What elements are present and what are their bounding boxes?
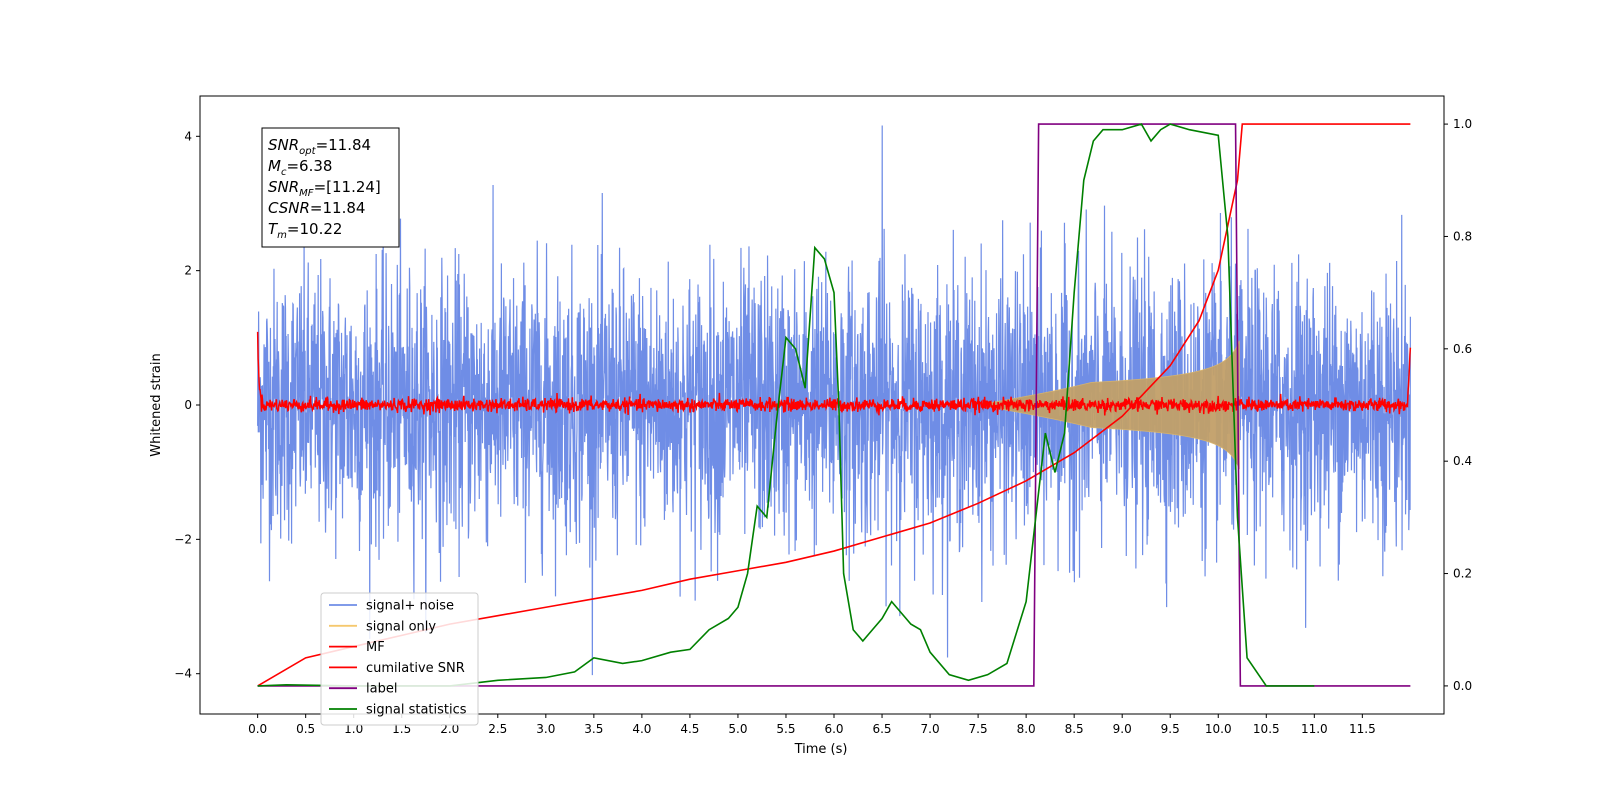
x-tick-label: 9.0	[1113, 722, 1132, 736]
annotation-line: SNRopt=11.84	[268, 136, 371, 157]
y2-tick-label: 0.8	[1453, 229, 1472, 243]
legend-entry: signal statistics	[366, 703, 467, 718]
y2-tick-label: 0.4	[1453, 454, 1472, 468]
x-tick-label: 11.0	[1301, 722, 1328, 736]
x-tick-label: 3.5	[584, 722, 603, 736]
series-signal-noise	[257, 125, 1411, 676]
y-tick-label: 4	[184, 129, 192, 143]
x-tick-label: 6.0	[824, 722, 843, 736]
legend-entry: signal+ noise	[366, 599, 454, 614]
x-tick-label: 0.5	[296, 722, 315, 736]
legend-entry: signal only	[366, 619, 436, 634]
x-tick-label: 9.5	[1161, 722, 1180, 736]
annotation-box: SNRopt=11.84Mc=6.38SNRMF=[11.24]CSNR=11.…	[261, 127, 400, 248]
annotation-line: CSNR=11.84	[268, 199, 365, 217]
x-tick-label: 4.5	[680, 722, 699, 736]
legend-entry: label	[366, 682, 397, 697]
x-tick-label: 5.0	[728, 722, 747, 736]
y-axis-right: 0.0 0.2 0.4 0.6 0.8 1.0	[1444, 117, 1472, 693]
x-tick-label: 0.0	[248, 722, 267, 736]
legend-entry: cumilative SNR	[366, 661, 465, 676]
legend-frame	[320, 592, 479, 726]
y-axis-left: −4 −2 0 2 4	[174, 129, 200, 681]
x-tick-label: 4.0	[632, 722, 651, 736]
y-axis-label: Whitened strain	[149, 353, 164, 456]
x-tick-label: 10.5	[1253, 722, 1280, 736]
y2-tick-label: 1.0	[1453, 117, 1472, 131]
y2-tick-label: 0.6	[1453, 342, 1472, 356]
x-tick-label: 7.5	[969, 722, 988, 736]
y2-tick-label: 0.0	[1453, 679, 1472, 693]
x-tick-label: 11.5	[1349, 722, 1376, 736]
x-tick-label: 8.0	[1017, 722, 1036, 736]
y-tick-label: 2	[184, 264, 192, 278]
annotation-line: Mc=6.38	[268, 157, 332, 178]
y-tick-label: −2	[174, 532, 192, 546]
legend-entry: MF	[366, 640, 385, 655]
series-signal-statistics	[257, 123, 1315, 687]
x-tick-label: 5.5	[776, 722, 795, 736]
legend: signal+ noise signal only MF cumilative SNR…	[320, 592, 479, 726]
y-tick-label: −4	[174, 667, 192, 681]
annotation-frame	[261, 127, 400, 248]
x-tick-label: 10.0	[1205, 722, 1232, 736]
x-tick-label: 3.0	[536, 722, 555, 736]
x-tick-label: 2.5	[488, 722, 507, 736]
x-tick-label: 6.5	[872, 722, 891, 736]
y-tick-label: 0	[184, 398, 192, 412]
x-tick-label: 7.0	[921, 722, 940, 736]
annotation-line: SNRMF=[11.24]	[268, 178, 381, 199]
x-tick-label: 8.5	[1065, 722, 1084, 736]
annotation-line: Tm=10.22	[268, 220, 342, 241]
series-mf	[256, 331, 1412, 416]
y2-tick-label: 0.2	[1453, 567, 1472, 581]
x-axis-label: Time (s)	[794, 742, 848, 757]
